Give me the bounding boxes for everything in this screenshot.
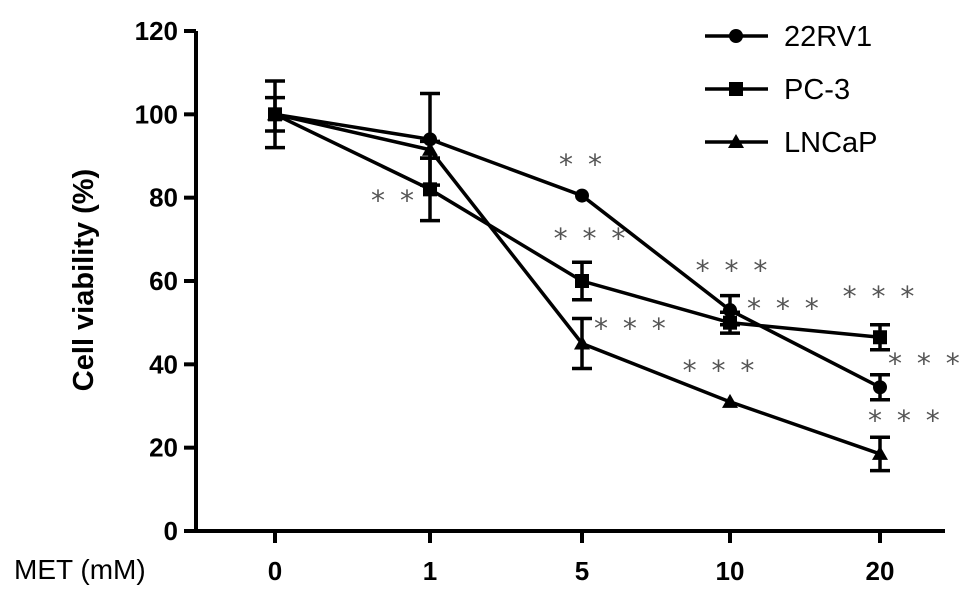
data-point-square	[423, 182, 437, 197]
legend-label: LNCaP	[784, 127, 878, 159]
data-point-triangle	[722, 393, 738, 408]
y-tick-label: 40	[149, 349, 178, 379]
data-point-triangle	[267, 106, 283, 121]
significance-layer: * * * * * * * * * * * * * * * * * * * * * * * * …	[371, 148, 963, 437]
y-tick-label: 60	[149, 266, 178, 296]
x-tick-label: 5	[575, 556, 589, 586]
data-point-square	[873, 330, 887, 345]
legend-marker-square	[729, 82, 743, 96]
y-tick-label: 80	[149, 183, 178, 213]
significance-label: * * *	[868, 404, 943, 437]
significance-label: * * *	[696, 254, 771, 287]
significance-label: * * *	[843, 280, 918, 313]
significance-label: * *	[559, 148, 605, 181]
legend-item-lncap: LNCaP	[705, 127, 878, 159]
legend-item-22rv1: 22RV1	[705, 21, 872, 53]
data-point-circle	[873, 380, 887, 395]
legend: 22RV1 PC-3 LNCaP	[705, 21, 878, 159]
significance-label: * * *	[747, 292, 822, 325]
significance-label: * * *	[888, 347, 963, 380]
data-point-square	[575, 274, 589, 288]
legend-label: PC-3	[784, 74, 850, 106]
legend-marker-triangle	[728, 134, 744, 148]
y-tick-label: 120	[135, 16, 178, 46]
legend-item-pc-3: PC-3	[705, 74, 850, 106]
x-tick-label: 1	[423, 556, 437, 586]
data-point-triangle	[574, 335, 590, 350]
significance-label: * * *	[554, 222, 629, 255]
legend-label: 22RV1	[784, 21, 872, 53]
y-axis-title: Cell viability (%)	[68, 169, 100, 391]
x-axis-title: MET (mM)	[14, 554, 146, 585]
significance-label: * *	[371, 184, 417, 217]
series-lncap	[265, 79, 890, 473]
data-point-triangle	[422, 141, 438, 156]
data-point-circle	[575, 188, 589, 203]
data-point-triangle	[872, 445, 888, 460]
data-point-square	[723, 315, 737, 330]
y-tick-label: 100	[135, 99, 178, 129]
x-tick-label: 0	[268, 556, 282, 586]
axes: 0 20 40 60 80 100 120 0 1 5 10 20	[135, 16, 945, 586]
y-tick-label: 0	[164, 516, 178, 546]
series-layer	[265, 79, 890, 473]
y-tick-label: 20	[149, 433, 178, 463]
x-tick-label: 10	[716, 556, 745, 586]
significance-label: * * *	[594, 312, 669, 345]
legend-marker-circle	[729, 29, 743, 43]
significance-label: * * *	[683, 354, 758, 387]
x-tick-label: 20	[866, 556, 895, 586]
